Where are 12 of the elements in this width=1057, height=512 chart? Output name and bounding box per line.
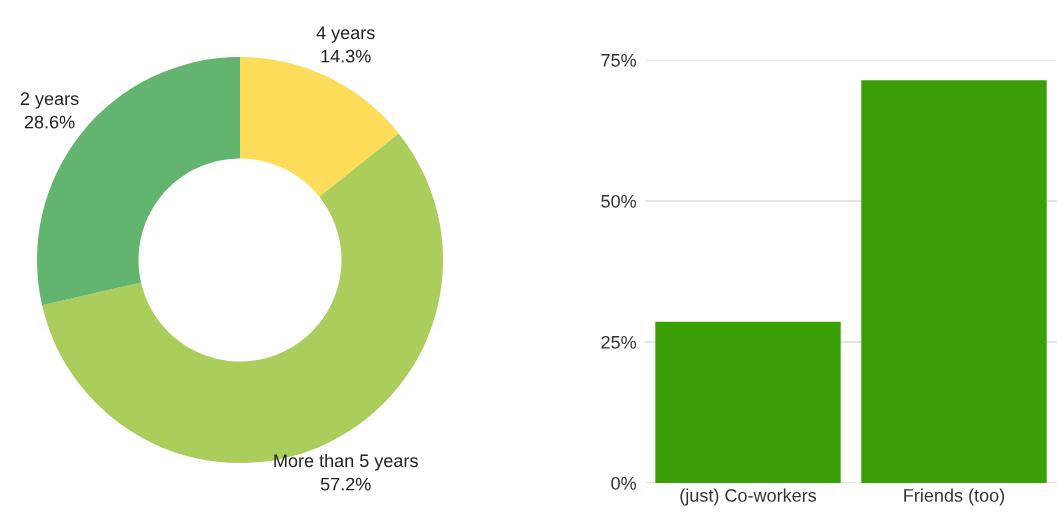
data-label: 14.3% [321,49,371,63]
slice-label: More than 5 years [274,453,418,471]
x-tick-label: Friends (too) [904,488,1005,506]
slice-label: 4 years [316,26,375,43]
y-tick-label: 50% [601,194,637,208]
y-tick-label: 0% [611,476,637,490]
y-tick-label: 25% [601,335,637,349]
x-tick-label: (just) Co-workers [680,488,817,506]
data-label: 28.6% [24,115,75,129]
data-label: 57.2% [320,477,371,491]
slice-label: 2 years [20,92,79,109]
y-tick-label: 75% [601,54,637,67]
